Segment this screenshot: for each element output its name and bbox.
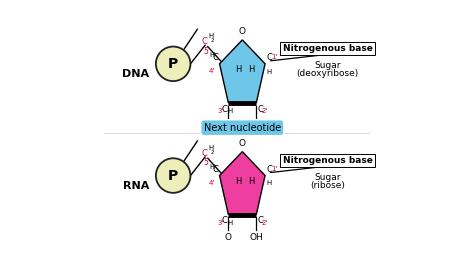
Text: Next nucleotide: Next nucleotide — [204, 123, 281, 133]
Text: C: C — [266, 53, 272, 63]
Text: C: C — [202, 37, 208, 46]
Text: (deoxyribose): (deoxyribose) — [296, 69, 358, 78]
Text: C: C — [212, 53, 218, 63]
Text: H: H — [208, 144, 213, 151]
Text: DNA: DNA — [122, 69, 149, 80]
Text: C: C — [212, 165, 218, 174]
Text: 4': 4' — [209, 68, 215, 74]
Text: 2: 2 — [211, 38, 214, 43]
Text: 1': 1' — [271, 165, 277, 172]
Text: P: P — [168, 57, 178, 71]
Text: (ribose): (ribose) — [310, 181, 345, 190]
Text: RNA: RNA — [123, 181, 149, 191]
Text: 5': 5' — [203, 158, 210, 167]
Text: C: C — [266, 165, 272, 174]
Text: 3': 3' — [217, 108, 223, 114]
Text: H: H — [266, 69, 272, 74]
Text: 2: 2 — [211, 150, 214, 155]
Text: H: H — [210, 164, 215, 170]
Text: H: H — [235, 177, 241, 185]
Text: C: C — [202, 149, 208, 158]
Text: H: H — [253, 121, 260, 130]
Text: 2': 2' — [261, 220, 267, 226]
Text: H: H — [210, 52, 215, 59]
Text: H: H — [227, 108, 232, 114]
Text: H: H — [266, 180, 272, 186]
Text: Sugar: Sugar — [314, 61, 341, 70]
Text: 4': 4' — [209, 180, 215, 185]
Text: O: O — [225, 233, 232, 242]
Text: OH: OH — [249, 233, 263, 242]
Text: C: C — [257, 216, 263, 225]
Text: H: H — [208, 33, 213, 39]
Text: P: P — [168, 169, 178, 182]
Text: O: O — [239, 139, 246, 148]
Polygon shape — [219, 40, 265, 102]
Text: O: O — [239, 27, 246, 36]
Circle shape — [156, 47, 191, 81]
Text: Nitrogenous base: Nitrogenous base — [283, 156, 373, 165]
Text: C: C — [221, 216, 228, 225]
Text: 5': 5' — [203, 47, 210, 56]
Text: H: H — [227, 220, 232, 226]
Text: Nitrogenous base: Nitrogenous base — [283, 44, 373, 53]
Text: H: H — [235, 65, 241, 74]
Text: 1': 1' — [271, 54, 277, 60]
Text: Sugar: Sugar — [314, 173, 341, 182]
Polygon shape — [219, 152, 265, 214]
Text: H: H — [248, 177, 255, 185]
Text: 2': 2' — [261, 108, 267, 114]
Text: H: H — [248, 65, 255, 74]
Text: O: O — [225, 121, 232, 130]
Text: 3': 3' — [217, 220, 223, 226]
Text: C: C — [221, 105, 228, 114]
Circle shape — [156, 158, 191, 193]
Text: C: C — [257, 105, 263, 114]
